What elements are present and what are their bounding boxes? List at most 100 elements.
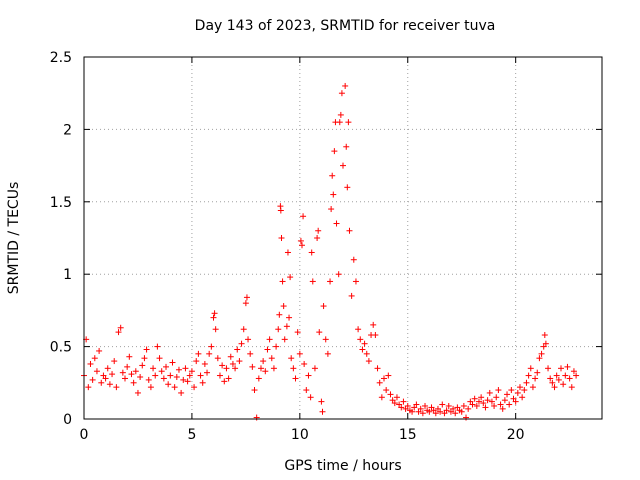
data-point <box>297 237 304 244</box>
data-point <box>519 394 526 401</box>
data-point <box>378 394 385 401</box>
data-point <box>87 360 94 367</box>
data-point <box>409 408 416 415</box>
data-point <box>359 346 366 353</box>
data-point <box>318 398 325 405</box>
data-point <box>365 358 372 365</box>
data-point <box>545 365 552 372</box>
data-point <box>376 379 383 386</box>
data-point <box>277 207 284 214</box>
data-point <box>478 394 485 401</box>
data-point <box>551 384 558 391</box>
data-point <box>324 350 331 357</box>
data-point <box>557 365 564 372</box>
data-point <box>328 206 335 213</box>
data-point <box>163 363 170 370</box>
data-point <box>245 336 252 343</box>
data-point <box>169 359 176 366</box>
data-point <box>391 400 398 407</box>
data-point <box>307 394 314 401</box>
data-point <box>96 347 103 354</box>
data-point <box>363 350 370 357</box>
data-point <box>361 340 368 347</box>
data-point <box>206 350 213 357</box>
data-point <box>309 278 316 285</box>
data-point <box>122 375 129 382</box>
data-point <box>413 401 420 408</box>
data-point <box>216 372 223 379</box>
data-point <box>538 350 545 357</box>
data-point <box>147 384 154 391</box>
data-point <box>352 278 359 285</box>
data-point <box>504 391 511 398</box>
data-point <box>337 111 344 118</box>
data-point <box>281 336 288 343</box>
data-point <box>143 346 150 353</box>
data-point <box>93 368 100 375</box>
data-point <box>154 343 161 350</box>
data-point <box>480 400 487 407</box>
data-point <box>348 292 355 299</box>
data-point <box>268 355 275 362</box>
data-point <box>374 365 381 372</box>
data-point <box>278 235 285 241</box>
data-point <box>398 404 405 411</box>
data-point <box>175 366 182 373</box>
data-point <box>240 326 247 333</box>
data-point <box>400 398 407 405</box>
data-point <box>227 353 234 360</box>
y-tick-label: 0.5 <box>50 340 72 356</box>
data-point <box>527 365 534 372</box>
data-point <box>280 303 287 310</box>
data-point <box>255 375 262 382</box>
data-point <box>234 346 241 353</box>
data-point <box>286 314 293 321</box>
data-point <box>327 278 334 285</box>
data-point <box>251 387 258 394</box>
data-point <box>314 235 321 241</box>
data-point <box>512 398 519 405</box>
data-point <box>119 369 126 376</box>
data-point <box>516 384 523 391</box>
data-point <box>542 340 549 347</box>
data-point <box>238 340 245 347</box>
data-point <box>301 360 308 367</box>
data-point <box>225 375 232 382</box>
data-point <box>525 372 532 379</box>
data-point <box>393 394 400 401</box>
data-point <box>232 365 239 372</box>
data-point <box>426 408 433 415</box>
x-tick-label: 15 <box>399 427 417 443</box>
data-point <box>106 381 113 388</box>
data-point <box>514 389 521 396</box>
data-point <box>305 372 312 379</box>
data-point <box>137 374 144 381</box>
data-point <box>182 365 189 372</box>
data-point <box>437 408 444 415</box>
data-point <box>219 362 226 369</box>
data-point <box>150 365 157 372</box>
data-point <box>167 372 174 379</box>
data-point <box>186 372 193 379</box>
data-point <box>491 402 498 409</box>
data-point <box>536 355 543 362</box>
plot-frame <box>83 56 603 420</box>
data-point <box>340 162 346 169</box>
x-tick-label: 20 <box>507 427 525 443</box>
data-point <box>184 378 191 385</box>
data-point <box>178 389 185 396</box>
data-point <box>276 311 283 318</box>
data-point <box>460 402 467 409</box>
data-point <box>570 368 577 375</box>
data-point <box>188 368 195 375</box>
x-tick-label: 0 <box>80 427 89 443</box>
data-point <box>316 329 323 336</box>
data-point <box>249 363 256 370</box>
data-point <box>132 368 139 375</box>
data-point <box>560 381 567 388</box>
data-point <box>345 119 352 126</box>
data-point <box>553 372 560 379</box>
data-point <box>383 387 390 394</box>
data-point <box>290 365 297 372</box>
data-point <box>156 355 163 362</box>
